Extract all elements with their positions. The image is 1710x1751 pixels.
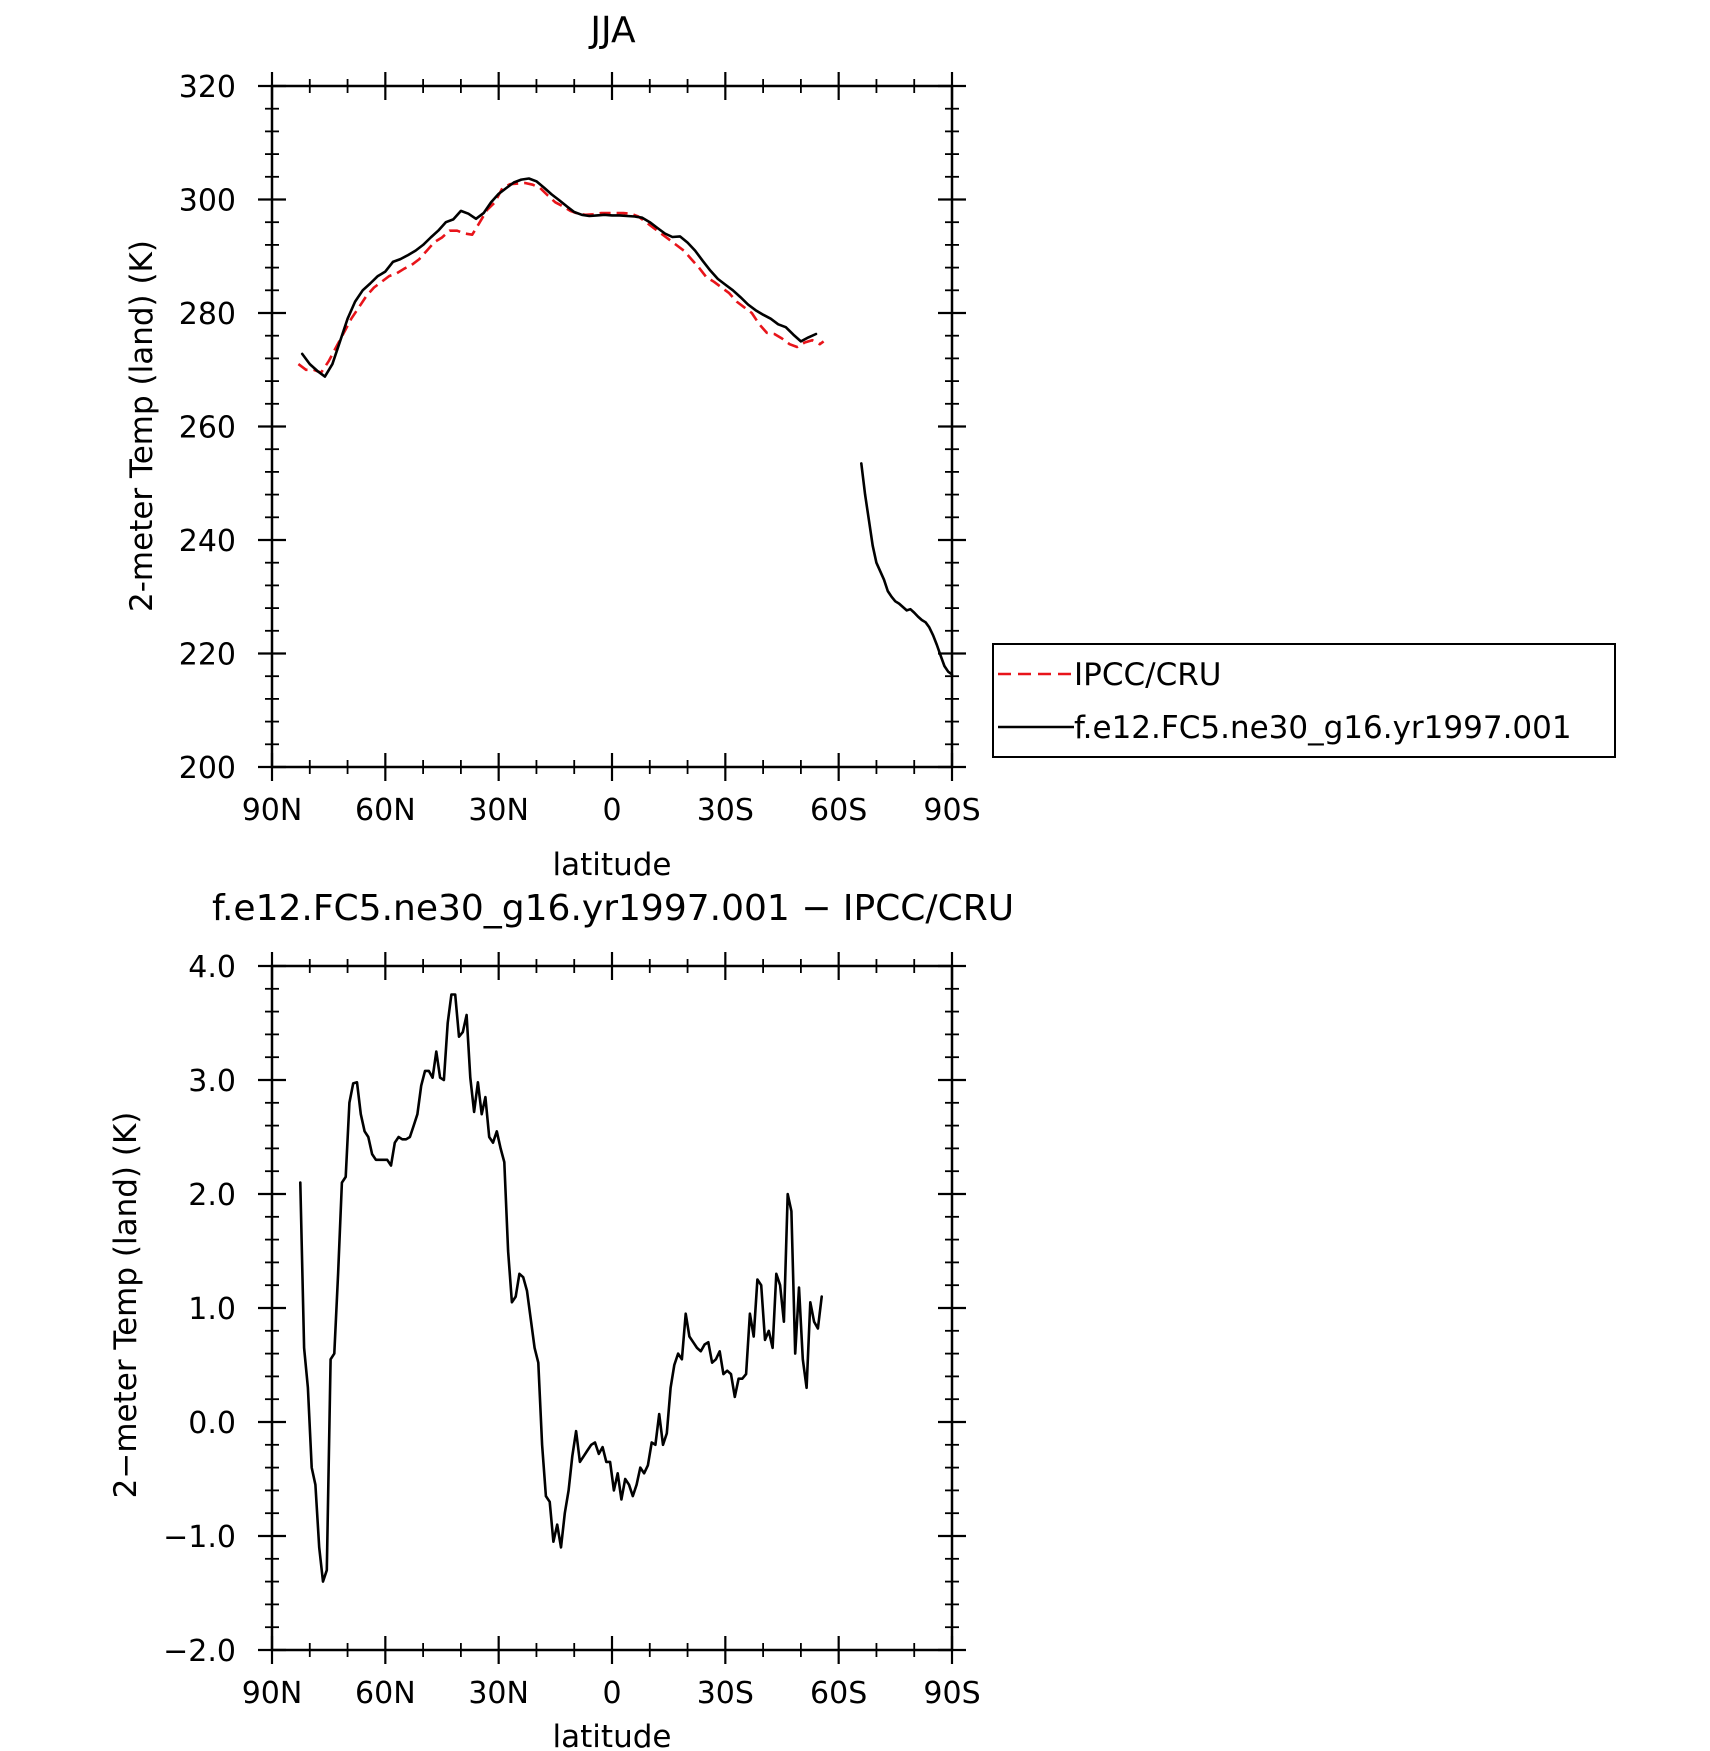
x-tick-label: 30N — [468, 793, 529, 828]
top-plot-frame — [270, 84, 954, 769]
y-tick-label: 260 — [179, 411, 236, 446]
y-tick-label: 280 — [179, 297, 236, 332]
top-series — [297, 177, 954, 676]
x-tick-label: 60N — [355, 793, 416, 828]
y-tick-label: 220 — [179, 638, 236, 673]
x-tick-label: 60S — [810, 793, 867, 828]
bottom-tick-labels: 90N 60N 30N 0 30S 60S 90S −2.0 −1.0 0.0 1.0 2.0 3.0 4… — [163, 950, 980, 1711]
y-tick-label: 2.0 — [188, 1178, 236, 1213]
top-ticks — [258, 72, 966, 781]
y-tick-label: 3.0 — [188, 1064, 236, 1099]
temperature-panel: JJA 90N 60N 30N 0 30S 60S 90S 200 220 240 260 280 30… — [124, 10, 1616, 883]
bottom-plot-frame — [270, 964, 954, 1652]
x-tick-label: 0 — [602, 1676, 621, 1711]
x-tick-label: 0 — [602, 793, 621, 828]
y-tick-label: 320 — [179, 70, 236, 105]
bottom-plot-title: f.e12.FC5.ne30_g16.yr1997.001 − IPCC/CRU — [212, 888, 1014, 929]
top-plot-title: JJA — [588, 10, 636, 51]
y-tick-label: 240 — [179, 524, 236, 559]
x-tick-label: 30S — [697, 1676, 754, 1711]
y-tick-label: 4.0 — [188, 950, 236, 985]
top-tick-labels: 90N 60N 30N 0 30S 60S 90S 200 220 240 260 280 300 320 — [179, 70, 981, 828]
top-series-line-1 — [860, 462, 954, 676]
legend-label-model: f.e12.FC5.ne30_g16.yr1997.001 — [1074, 710, 1572, 746]
legend: IPCC/CRU f.e12.FC5.ne30_g16.yr1997.001 — [992, 643, 1616, 758]
x-tick-label: 90N — [242, 793, 303, 828]
x-tick-label: 90S — [923, 793, 980, 828]
bottom-x-axis-title: latitude — [553, 1719, 672, 1751]
x-tick-label: 30S — [697, 793, 754, 828]
legend-label-ipcc-cru: IPCC/CRU — [1074, 657, 1221, 693]
bottom-ticks — [258, 952, 966, 1664]
x-tick-label: 90S — [923, 1676, 980, 1711]
top-x-axis-title: latitude — [553, 847, 672, 883]
y-tick-label: −1.0 — [163, 1520, 236, 1555]
x-tick-label: 60S — [810, 1676, 867, 1711]
bottom-series — [299, 993, 823, 1583]
difference-panel: f.e12.FC5.ne30_g16.yr1997.001 − IPCC/CRU… — [108, 888, 1014, 1751]
y-tick-label: 0.0 — [188, 1406, 236, 1441]
top-series-line-0 — [297, 181, 825, 374]
legend-box — [992, 643, 1616, 758]
bottom-y-axis-title: 2−meter Temp (land) (K) — [108, 1112, 144, 1499]
top-y-axis-title: 2-meter Temp (land) (K) — [124, 240, 160, 612]
bottom-series-line-0 — [299, 993, 823, 1583]
top-series-line-1 — [300, 177, 818, 378]
y-tick-label: 300 — [179, 184, 236, 219]
y-tick-label: 200 — [179, 751, 236, 786]
y-tick-label: −2.0 — [163, 1634, 236, 1669]
x-tick-label: 30N — [468, 1676, 529, 1711]
x-tick-label: 90N — [242, 1676, 303, 1711]
y-tick-label: 1.0 — [188, 1292, 236, 1327]
x-tick-label: 60N — [355, 1676, 416, 1711]
